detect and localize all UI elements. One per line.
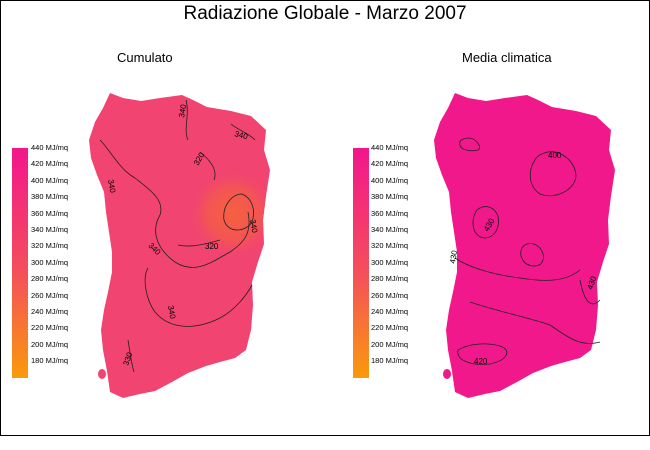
right-legend-label: 280 MJ/mq	[371, 274, 409, 284]
right-legend-label: 300 MJ/mq	[371, 257, 409, 267]
left-contour-label: 340	[233, 129, 249, 141]
right-legend-label: 200 MJ/mq	[371, 339, 409, 349]
left-legend-label: 220 MJ/mq	[31, 323, 69, 333]
left-contour-label: 340	[248, 219, 259, 234]
right-legend-label: 380 MJ/mq	[371, 192, 409, 202]
right-legend-label: 220 MJ/mq	[371, 323, 409, 333]
left-legend-label: 340 MJ/mq	[31, 225, 69, 234]
right-legend-label: 340 MJ/mq	[371, 225, 409, 234]
right-contour-label: 400	[548, 151, 562, 160]
right-legend-label: 240 MJ/mq	[371, 307, 409, 316]
left-contour-label: 340	[177, 103, 188, 118]
left-contour-label: 330	[121, 351, 134, 367]
left-color-scale	[12, 148, 28, 378]
left-map-subtitle: Cumulato	[117, 50, 173, 65]
left-legend-label: 280 MJ/mq	[31, 274, 69, 284]
right-legend-label: 180 MJ/mq	[371, 356, 409, 366]
left-legend-label: 360 MJ/mq	[31, 208, 69, 218]
left-legend-label: 300 MJ/mq	[31, 257, 69, 267]
left-legend-label: 400 MJ/mq	[31, 175, 69, 185]
right-color-scale	[353, 148, 369, 378]
left-legend-label: 240 MJ/mq	[31, 307, 69, 316]
right-contour-label: 430	[448, 249, 459, 264]
left-legend-label: 420 MJ/mq	[31, 159, 69, 169]
right-legend-label: 260 MJ/mq	[371, 290, 409, 300]
right-map-subtitle: Media climatica	[462, 50, 552, 65]
left-legend-label: 260 MJ/mq	[31, 290, 69, 300]
figure-title: Radiazione Globale - Marzo 2007	[183, 3, 467, 24]
right-legend-label: 400 MJ/mq	[371, 175, 409, 185]
right-legend-label: 440 MJ/mq	[371, 143, 409, 152]
left-contour-label: 340	[166, 305, 177, 320]
left-contour-label: 340	[106, 179, 117, 194]
right-contour-label: 420	[474, 357, 488, 366]
left-legend-label: 380 MJ/mq	[31, 192, 69, 202]
left-legend-label: 320 MJ/mq	[31, 241, 69, 251]
left-legend-label: 180 MJ/mq	[31, 356, 69, 366]
left-legend-label: 440 MJ/mq	[31, 143, 69, 152]
left-legend-label: 200 MJ/mq	[31, 339, 69, 349]
right-legend-label: 420 MJ/mq	[371, 159, 409, 169]
left-contour-label: 320	[205, 242, 219, 251]
right-legend-label: 360 MJ/mq	[371, 208, 409, 218]
right-contour-label: 430	[585, 275, 598, 291]
right-legend-label: 320 MJ/mq	[371, 241, 409, 251]
